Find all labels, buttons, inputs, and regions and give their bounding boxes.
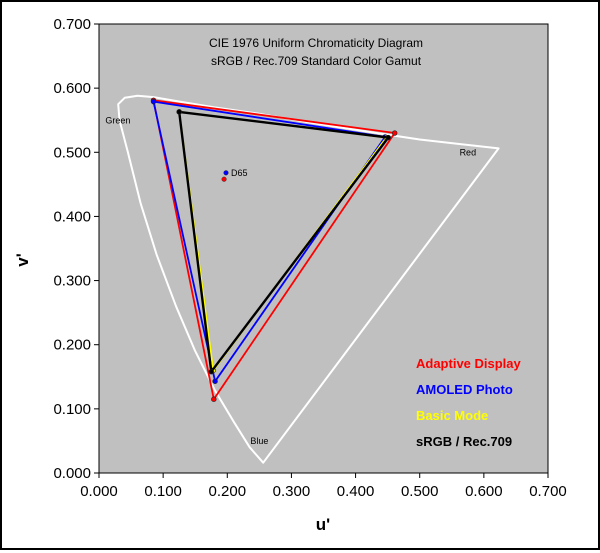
primary-point <box>385 134 391 141</box>
plot-area <box>98 23 549 474</box>
gamut-triangle <box>177 110 390 373</box>
primary-point <box>150 98 157 105</box>
y-axis-label: v' <box>13 253 32 267</box>
y-tick-label: 0.100 <box>53 401 91 418</box>
y-tick-label: 0.200 <box>53 337 91 354</box>
locus-label-red: Red <box>460 147 477 157</box>
chart-subtitle: sRGB / Rec.709 Standard Color Gamut <box>211 54 422 68</box>
x-tick-label: 0.600 <box>465 483 503 500</box>
legend-entry: AMOLED Photo <box>416 382 513 397</box>
legend-entry: Basic Mode <box>416 408 488 423</box>
chart-title: CIE 1976 Uniform Chromaticity Diagram <box>209 36 423 50</box>
x-tick-label: 0.500 <box>401 483 439 500</box>
gamut-triangle <box>152 100 387 383</box>
x-tick-label: 0.700 <box>529 483 567 500</box>
x-tick-label: 0.000 <box>80 483 118 500</box>
locus-label-green: Green <box>105 115 130 125</box>
x-tick-label: 0.400 <box>337 483 375 500</box>
x-tick-label: 0.200 <box>209 483 247 500</box>
x-tick-label: 0.300 <box>273 483 311 500</box>
white-point-label: D65 <box>231 168 248 178</box>
legend-entry: Adaptive Display <box>416 356 522 371</box>
gamut-triangle <box>152 99 396 401</box>
white-point-marker <box>221 176 227 182</box>
x-axis-label: u' <box>316 515 330 534</box>
y-tick-label: 0.600 <box>53 80 91 97</box>
white-point-marker <box>223 170 229 176</box>
legend-entry: sRGB / Rec.709 <box>416 434 512 449</box>
y-tick-label: 0.400 <box>53 208 91 225</box>
y-tick-label: 0.700 <box>53 16 91 33</box>
primary-point <box>211 396 217 402</box>
primary-point <box>208 368 214 375</box>
locus-label-blue: Blue <box>250 436 268 446</box>
y-tick-label: 0.300 <box>53 273 91 290</box>
primary-point <box>176 109 182 115</box>
y-tick-label: 0.500 <box>53 144 91 161</box>
primary-point <box>391 130 398 136</box>
primary-point <box>212 378 218 384</box>
y-tick-label: 0.000 <box>53 465 91 482</box>
x-tick-label: 0.100 <box>144 483 182 500</box>
